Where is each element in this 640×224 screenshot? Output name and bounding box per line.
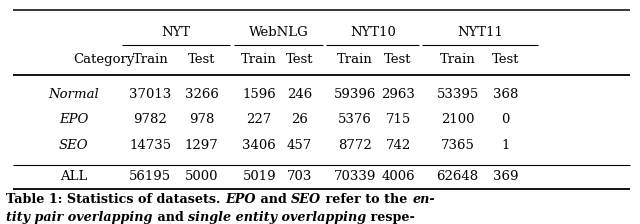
Text: 0: 0 bbox=[501, 113, 510, 126]
Text: 5376: 5376 bbox=[339, 113, 372, 126]
Text: 227: 227 bbox=[246, 113, 272, 126]
Text: 3406: 3406 bbox=[243, 139, 276, 152]
Text: 70339: 70339 bbox=[334, 170, 376, 183]
Text: tity pair overlapping: tity pair overlapping bbox=[6, 211, 153, 224]
Text: WebNLG: WebNLG bbox=[248, 26, 308, 39]
Text: 37013: 37013 bbox=[129, 88, 172, 101]
Text: 368: 368 bbox=[493, 88, 518, 101]
Text: 14735: 14735 bbox=[129, 139, 172, 152]
Text: Table 1: Statistics of datasets.: Table 1: Statistics of datasets. bbox=[6, 193, 225, 206]
Text: 369: 369 bbox=[493, 170, 518, 183]
Text: 1596: 1596 bbox=[243, 88, 276, 101]
Text: 1: 1 bbox=[501, 139, 510, 152]
Text: Train: Train bbox=[132, 53, 168, 66]
Text: 5000: 5000 bbox=[185, 170, 218, 183]
Text: 3266: 3266 bbox=[185, 88, 218, 101]
Text: 742: 742 bbox=[385, 139, 411, 152]
Text: NYT11: NYT11 bbox=[457, 26, 503, 39]
Text: 62648: 62648 bbox=[436, 170, 479, 183]
Text: 56195: 56195 bbox=[129, 170, 172, 183]
Text: Category: Category bbox=[74, 53, 135, 66]
Text: 7365: 7365 bbox=[441, 139, 474, 152]
Text: Normal: Normal bbox=[48, 88, 99, 101]
Text: EPO: EPO bbox=[225, 193, 256, 206]
Text: 59396: 59396 bbox=[334, 88, 376, 101]
Text: SEO: SEO bbox=[59, 139, 88, 152]
Text: EPO: EPO bbox=[59, 113, 88, 126]
Text: 53395: 53395 bbox=[436, 88, 479, 101]
Text: 4006: 4006 bbox=[381, 170, 415, 183]
Text: Train: Train bbox=[337, 53, 373, 66]
Text: and: and bbox=[153, 211, 188, 224]
Text: Test: Test bbox=[188, 53, 215, 66]
Text: 2100: 2100 bbox=[441, 113, 474, 126]
Text: Train: Train bbox=[241, 53, 277, 66]
Text: 246: 246 bbox=[287, 88, 312, 101]
Text: 978: 978 bbox=[189, 113, 214, 126]
Text: 457: 457 bbox=[287, 139, 312, 152]
Text: NYT10: NYT10 bbox=[350, 26, 396, 39]
Text: Train: Train bbox=[440, 53, 476, 66]
Text: 1297: 1297 bbox=[185, 139, 218, 152]
Text: single entity overlapping: single entity overlapping bbox=[188, 211, 366, 224]
Text: NYT: NYT bbox=[161, 26, 191, 39]
Text: Test: Test bbox=[286, 53, 313, 66]
Text: 5019: 5019 bbox=[243, 170, 276, 183]
Text: 703: 703 bbox=[287, 170, 312, 183]
Text: 8772: 8772 bbox=[339, 139, 372, 152]
Text: Test: Test bbox=[385, 53, 412, 66]
Text: 715: 715 bbox=[385, 113, 411, 126]
Text: SEO: SEO bbox=[291, 193, 321, 206]
Text: and: and bbox=[256, 193, 291, 206]
Text: 2963: 2963 bbox=[381, 88, 415, 101]
Text: ALL: ALL bbox=[60, 170, 87, 183]
Text: Test: Test bbox=[492, 53, 519, 66]
Text: en-: en- bbox=[412, 193, 435, 206]
Text: refer to the: refer to the bbox=[321, 193, 412, 206]
Text: respe-: respe- bbox=[366, 211, 415, 224]
Text: 26: 26 bbox=[291, 113, 308, 126]
Text: 9782: 9782 bbox=[134, 113, 167, 126]
